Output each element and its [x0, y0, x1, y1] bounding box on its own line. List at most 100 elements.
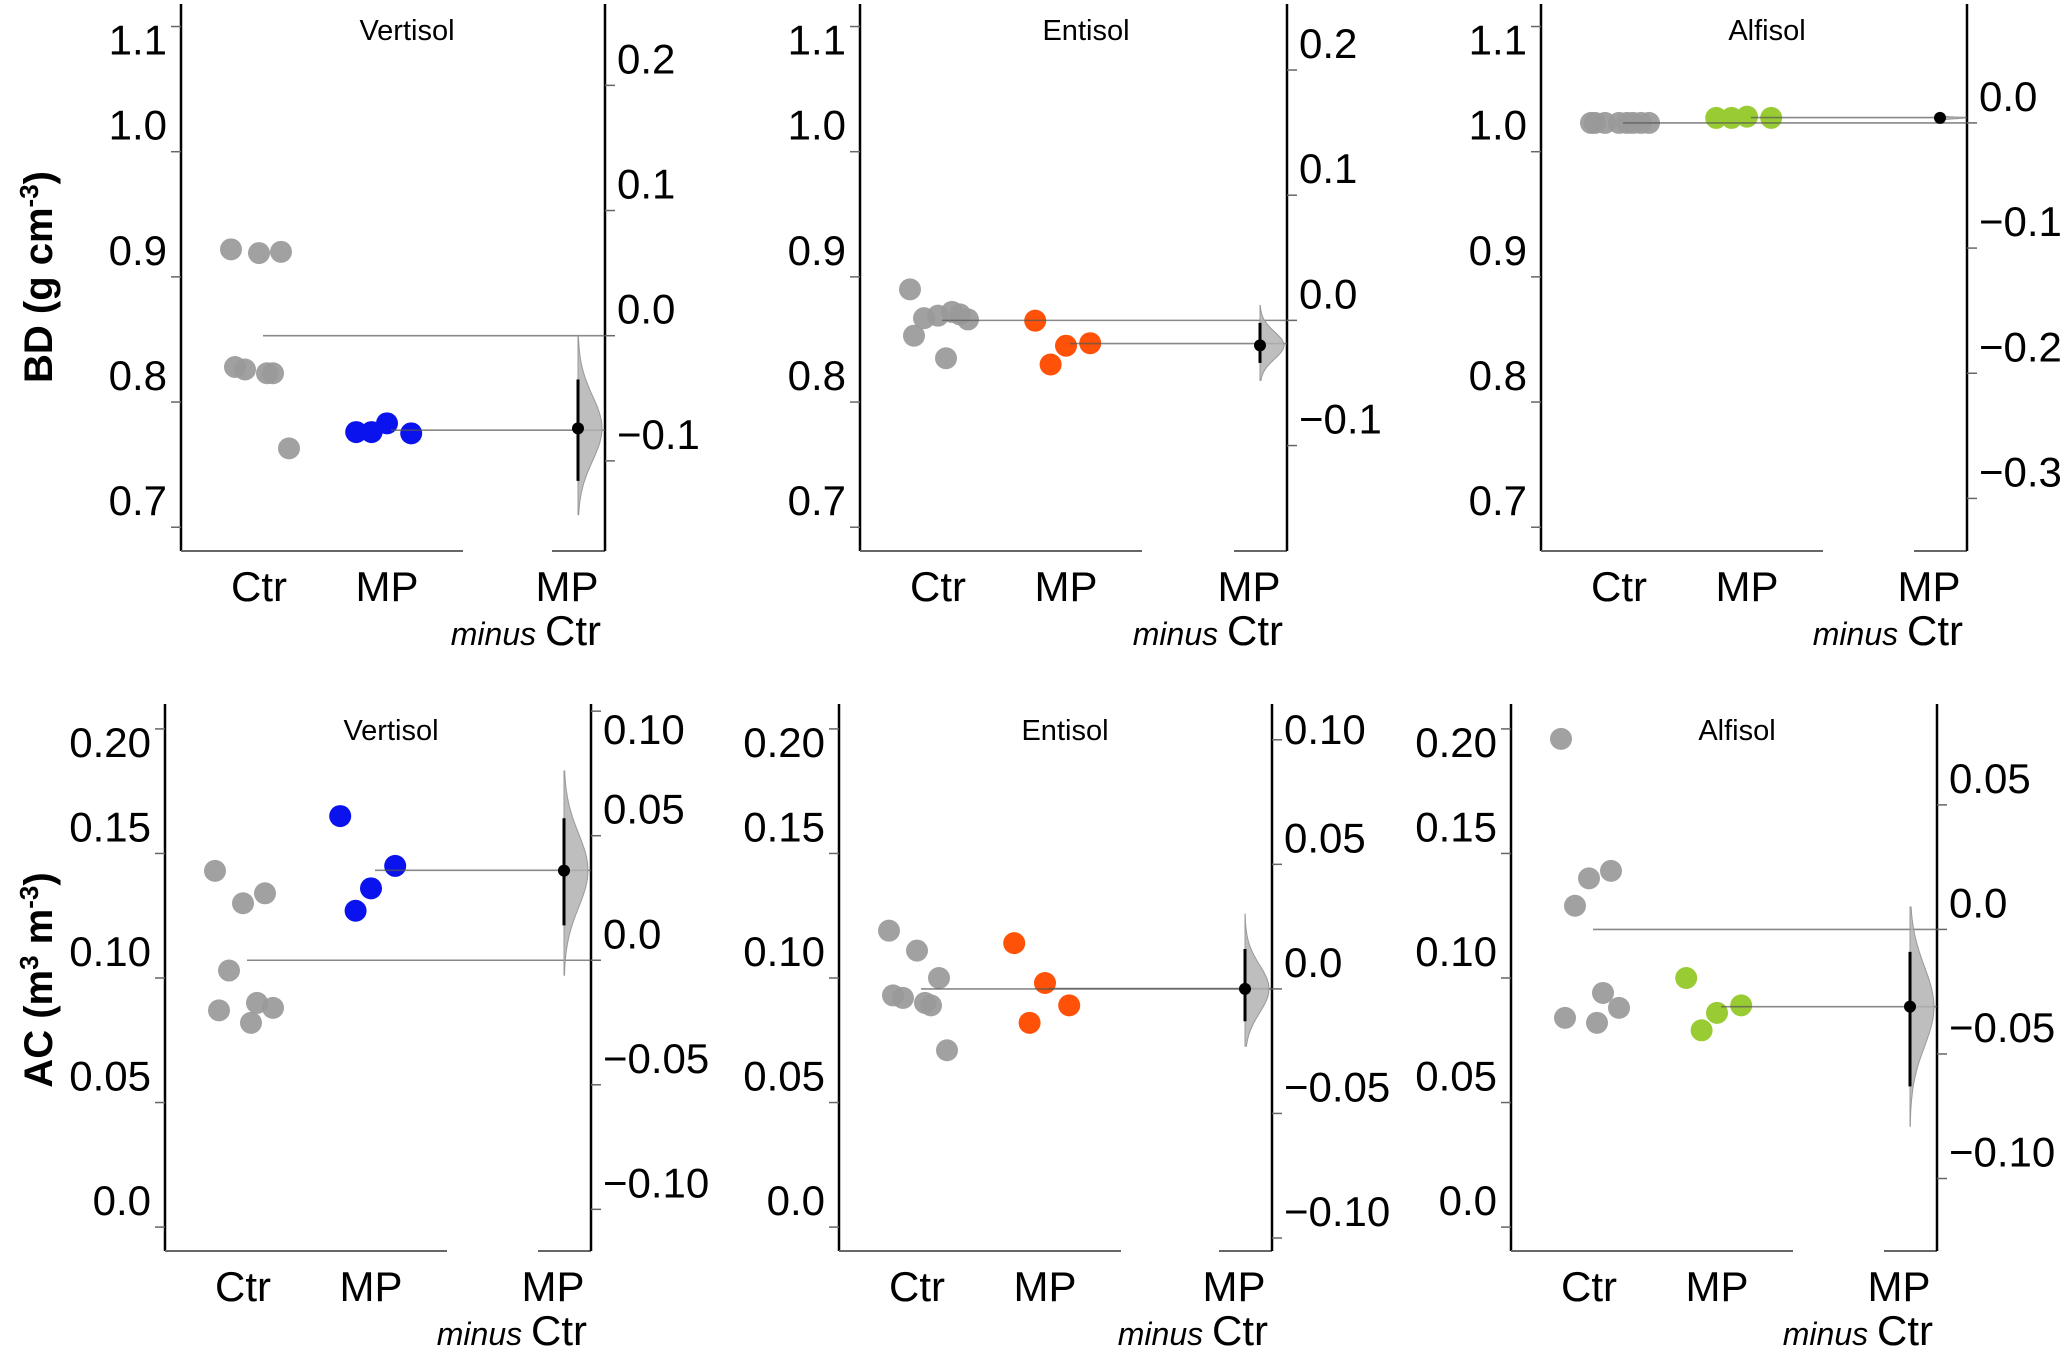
data-point-ctr: [936, 1039, 958, 1062]
delta-label-top: MP: [1203, 1263, 1266, 1310]
delta-tick-label: −0.10: [1284, 1188, 1390, 1235]
delta-label-top: MP: [1868, 1263, 1931, 1310]
delta-label-top: MP: [536, 563, 599, 610]
data-point-mp: [345, 421, 368, 444]
y-tick-label: 0.15: [743, 803, 825, 850]
data-point-ctr: [256, 362, 278, 385]
effect-size-dot: [1239, 982, 1251, 995]
panel-title: Entisol: [1021, 715, 1108, 747]
y-tick-label: 1.1: [1469, 17, 1527, 64]
delta-label-bottom: minus Ctr: [451, 607, 601, 654]
y-tick-label: 0.15: [69, 803, 151, 850]
data-point-mp: [344, 899, 367, 922]
group-label-mp: MP: [1716, 563, 1779, 610]
data-point-mp: [1058, 994, 1081, 1017]
y-tick-label: 0.7: [788, 477, 846, 524]
y-tick-label: 0.7: [1469, 477, 1527, 524]
data-point-ctr: [906, 939, 928, 962]
panels: 0.7 0.8 0.9 1.0 1.1 −0.1 0.0 0.1 0.2 Vertisol Ctr M…: [69, 4, 2062, 1349]
panel-title: Entisol: [1042, 15, 1129, 47]
data-point-mp: [360, 877, 382, 900]
data-point-mp: [1690, 1019, 1713, 1042]
group-label-mp: MP: [356, 563, 419, 610]
y-tick-label: 0.0: [93, 1177, 151, 1224]
group-label-ctr: Ctr: [215, 1263, 271, 1310]
delta-label-bottom: minus Ctr: [1133, 607, 1283, 654]
data-point-ctr: [262, 996, 284, 1019]
effect-size-dot: [1934, 111, 1946, 124]
delta-tick-label: 0.0: [1949, 879, 2007, 926]
delta-label-bottom: minus Ctr: [437, 1307, 587, 1349]
y-tick-label: 0.15: [1415, 803, 1497, 850]
data-point-ctr: [204, 859, 226, 882]
data-point-mp: [1675, 966, 1698, 989]
y-tick-label: 0.0: [767, 1177, 825, 1224]
delta-label-top: MP: [522, 1263, 585, 1310]
data-point-mp: [1039, 353, 1062, 376]
delta-tick-label: 0.0: [603, 910, 661, 957]
group-label-mp: MP: [1686, 1263, 1749, 1310]
y-tick-label: 0.10: [1415, 928, 1497, 975]
y-tick-label: 1.0: [788, 102, 846, 149]
delta-tick-label: −0.1: [1979, 198, 2062, 245]
panel-ac-entisol: 0.0 0.05 0.10 0.15 0.20 −0.10 −0.05 0.0 0.05 0.10…: [743, 704, 1390, 1349]
data-point-ctr: [208, 999, 230, 1022]
data-point-mp: [1003, 932, 1026, 955]
data-point-ctr: [278, 437, 300, 460]
data-point-ctr: [220, 238, 242, 261]
group-label-mp: MP: [1035, 563, 1098, 610]
delta-label-bottom: minus Ctr: [1783, 1307, 1933, 1349]
data-point-ctr: [270, 240, 292, 263]
group-label-ctr: Ctr: [1561, 1263, 1617, 1310]
delta-tick-label: 0.0: [1299, 270, 1357, 317]
delta-tick-label: −0.10: [1949, 1129, 2055, 1176]
data-point-ctr: [914, 991, 936, 1014]
data-point-ctr: [1592, 981, 1614, 1004]
y-tick-label: 1.0: [109, 102, 167, 149]
y-tick-label: 0.8: [109, 352, 167, 399]
data-point-ctr: [1608, 996, 1630, 1019]
data-point-ctr: [1554, 1006, 1576, 1029]
y-tick-label: 0.05: [743, 1053, 825, 1100]
data-point-ctr: [957, 308, 979, 331]
delta-label-top: MP: [1898, 563, 1961, 610]
data-point-ctr: [1584, 111, 1606, 134]
panel-title: Vertisol: [343, 715, 438, 747]
delta-tick-label: −0.05: [603, 1035, 709, 1082]
delta-tick-label: 0.2: [1299, 20, 1357, 67]
group-label-ctr: Ctr: [231, 563, 287, 610]
data-point-mp: [360, 421, 383, 444]
y-tick-label: 0.20: [743, 719, 825, 766]
effect-size-dot: [1904, 1000, 1916, 1013]
data-point-ctr: [882, 984, 904, 1007]
data-point-mp: [384, 854, 407, 877]
delta-tick-label: −0.1: [617, 411, 700, 458]
data-point-ctr: [878, 919, 900, 942]
effect-size-dot: [1254, 339, 1266, 352]
data-point-mp: [1706, 1001, 1728, 1024]
data-point-ctr: [1578, 867, 1600, 890]
y-tick-label: 0.05: [1415, 1053, 1497, 1100]
bd-row-ylabel: BD (g cm-3): [14, 171, 61, 383]
delta-tick-label: −0.10: [603, 1159, 709, 1206]
delta-tick-label: 0.1: [617, 161, 675, 208]
delta-tick-label: 0.1: [1299, 145, 1357, 192]
delta-label-bottom: minus Ctr: [1118, 1307, 1268, 1349]
delta-tick-label: 0.0: [1284, 939, 1342, 986]
delta-tick-label: 0.0: [617, 286, 675, 333]
delta-tick-label: 0.10: [603, 706, 685, 753]
panel-bd-vertisol: 0.7 0.8 0.9 1.0 1.1 −0.1 0.0 0.1 0.2 Vertisol Ctr M…: [109, 4, 700, 654]
bootstrap-distribution: [563, 770, 589, 976]
data-point-mp: [1034, 971, 1056, 994]
panel-bd-alfisol: 0.7 0.8 0.9 1.0 1.1 −0.3 −0.2 −0.1 0.0 Alfisol Ctr…: [1469, 4, 2062, 654]
y-tick-label: 0.9: [788, 227, 846, 274]
data-point-ctr: [254, 882, 276, 905]
y-tick-label: 1.1: [109, 17, 167, 64]
delta-label-bottom: minus Ctr: [1813, 607, 1963, 654]
delta-tick-label: 0.05: [1949, 755, 2031, 802]
data-point-ctr: [224, 355, 246, 378]
y-tick-label: 0.8: [788, 352, 846, 399]
delta-tick-label: −0.2: [1979, 323, 2062, 370]
delta-tick-label: −0.05: [1284, 1063, 1390, 1110]
